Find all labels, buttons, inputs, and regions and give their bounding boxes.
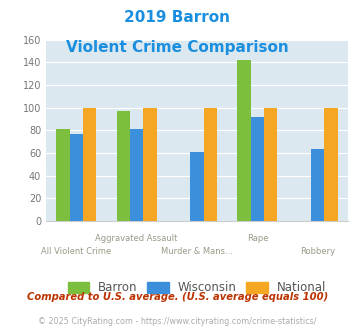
Bar: [251, 117, 264, 221]
Legend: Barron, Wisconsin, National: Barron, Wisconsin, National: [64, 278, 330, 298]
Text: Rape: Rape: [247, 234, 268, 243]
Text: © 2025 CityRating.com - https://www.cityrating.com/crime-statistics/: © 2025 CityRating.com - https://www.city…: [38, 317, 317, 326]
Bar: [143, 108, 157, 221]
Bar: [264, 108, 277, 221]
Text: Aggravated Assault: Aggravated Assault: [95, 234, 178, 243]
Bar: [311, 148, 324, 221]
Text: Violent Crime Comparison: Violent Crime Comparison: [66, 40, 289, 54]
Bar: [324, 108, 338, 221]
Bar: [237, 60, 251, 221]
Bar: [130, 129, 143, 221]
Text: Murder & Mans...: Murder & Mans...: [161, 248, 233, 256]
Text: 2019 Barron: 2019 Barron: [125, 10, 230, 25]
Bar: [204, 108, 217, 221]
Bar: [83, 108, 96, 221]
Bar: [70, 134, 83, 221]
Text: All Violent Crime: All Violent Crime: [41, 248, 111, 256]
Text: Robbery: Robbery: [300, 248, 335, 256]
Text: Compared to U.S. average. (U.S. average equals 100): Compared to U.S. average. (U.S. average …: [27, 292, 328, 302]
Bar: [190, 152, 204, 221]
Bar: [56, 129, 70, 221]
Bar: [117, 111, 130, 221]
